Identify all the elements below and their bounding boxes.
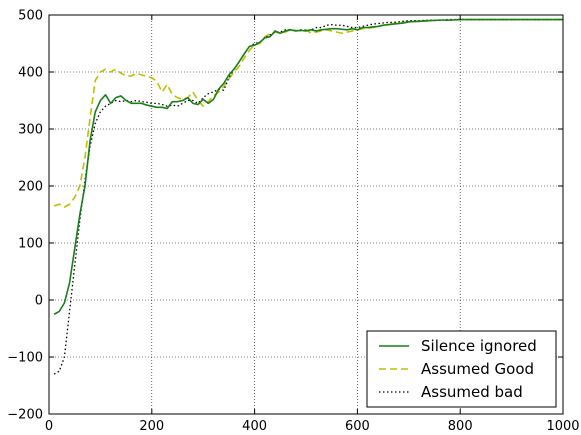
x-tick-label: 0 [45,419,53,434]
x-tick-label: 800 [448,419,473,434]
y-tick-label: 200 [18,180,43,195]
legend-label: Assumed Good [421,360,534,378]
series-line-silence-ignored [53,18,563,315]
legend-label: Assumed bad [421,383,523,401]
series-layer [53,18,563,375]
series-line-assumed-bad [53,18,563,375]
series-line-assumed-good [53,18,563,208]
legend: Silence ignored Assumed Good Assumed bad [366,330,557,408]
plot-frame [48,14,564,415]
y-tick-label: −200 [7,408,43,423]
x-tick-label: 400 [242,419,267,434]
ticks: 0 200 400 600 800 1000 −200 −100 0 100 200 300 400 50… [7,9,579,435]
x-tick-label: 600 [345,419,370,434]
x-tick-label: 200 [139,419,164,434]
y-tick-label: −100 [7,351,43,366]
x-tick-label: 1000 [546,419,579,434]
y-tick-label: 500 [18,9,43,24]
legend-box [366,330,557,408]
y-tick-label: 300 [18,123,43,138]
legend-label: Silence ignored [421,337,537,355]
y-tick-label: 100 [18,237,43,252]
y-tick-label: 0 [35,294,43,309]
y-tick-label: 400 [18,66,43,81]
